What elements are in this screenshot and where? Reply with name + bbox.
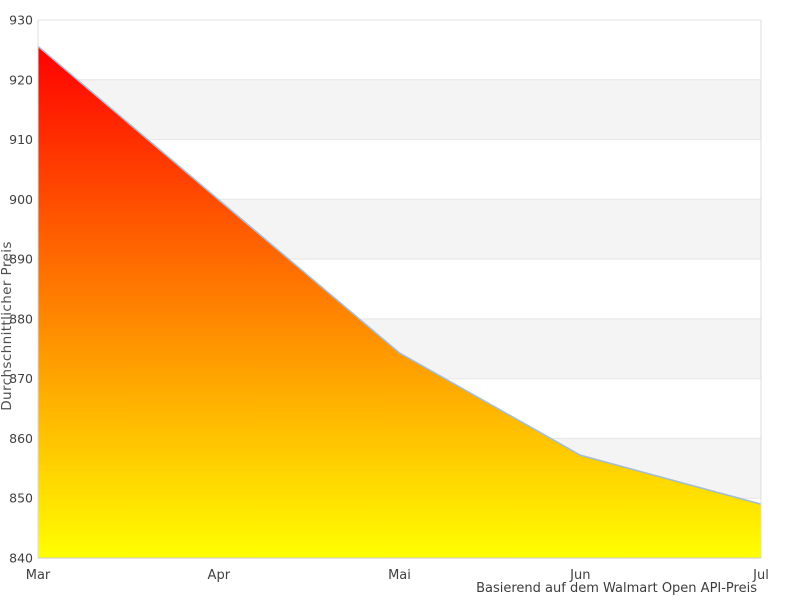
x-tick-label: Mar bbox=[26, 568, 51, 583]
y-tick-label: 900 bbox=[9, 192, 33, 207]
series-layer bbox=[37, 45, 762, 559]
y-axis-title: Durchschnittlicher Preis bbox=[0, 241, 15, 411]
y-tick-label: 930 bbox=[9, 13, 33, 28]
y-tick-label: 890 bbox=[9, 252, 33, 267]
y-tick-label: 850 bbox=[9, 491, 33, 506]
y-tick-label: 840 bbox=[9, 551, 33, 566]
x-tick-label: Jun bbox=[569, 568, 590, 583]
price-line bbox=[37, 45, 762, 505]
axis-labels: 930 920 910 900 890 880 870 860 850 840 Mar Apr Mai J… bbox=[9, 13, 769, 584]
x-tick-label: Mai bbox=[388, 568, 411, 583]
x-tick-label: Jul bbox=[752, 568, 769, 583]
y-tick-label: 860 bbox=[9, 431, 33, 446]
plot-band bbox=[38, 79, 761, 140]
y-tick-label: 870 bbox=[9, 371, 33, 386]
chart-caption: Basierend auf dem Walmart Open API-Preis bbox=[476, 581, 757, 596]
y-tick-label: 910 bbox=[9, 132, 33, 147]
area-fill bbox=[38, 46, 761, 559]
y-tick-label: 880 bbox=[9, 311, 33, 326]
x-tick-label: Apr bbox=[208, 568, 231, 583]
y-tick-label: 920 bbox=[9, 72, 33, 87]
axes bbox=[37, 20, 762, 559]
